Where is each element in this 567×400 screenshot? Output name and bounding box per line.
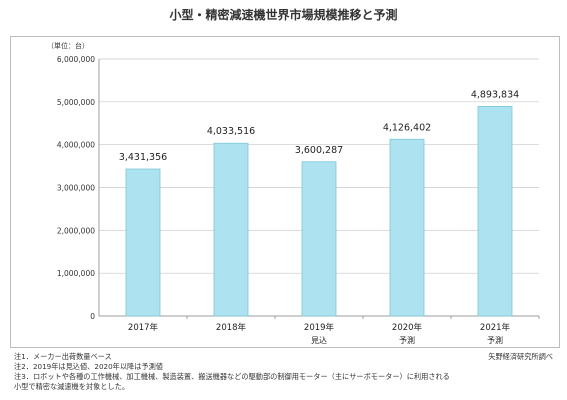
y-tick-label: 6,000,000 — [57, 55, 95, 64]
bar[interactable] — [125, 168, 161, 317]
x-sub-label: 予測 — [399, 335, 415, 345]
chart-frame: （単位：台） 0 1,000,000 2,000,000 3,000,000 4,000,… — [10, 36, 560, 348]
y-tick-label: 5,000,000 — [57, 98, 95, 107]
y-tick-label: 0 — [90, 312, 95, 321]
data-label: 4,033,516 — [207, 126, 255, 137]
notes-block: 注1．メーカー出荷数量ベース 注2．2019年は見込値、2020年以降は予測値 … — [14, 352, 559, 392]
data-label: 4,126,402 — [383, 122, 431, 133]
y-tick-label: 2,000,000 — [57, 226, 95, 235]
x-tick-label: 2018年 — [216, 322, 247, 333]
data-label: 3,431,356 — [119, 152, 167, 163]
note-1: 注1．メーカー出荷数量ベース — [14, 352, 112, 361]
unit-label: （単位：台） — [47, 41, 89, 50]
note-4: 小型で精密な減速機を対象とした。 — [14, 382, 130, 391]
bar[interactable] — [301, 161, 337, 317]
data-label: 3,600,287 — [295, 145, 343, 156]
source-credit: 矢野経済研究所調べ — [488, 352, 553, 361]
chart-title: 小型・精密減速機世界市場規模推移と予測 — [169, 8, 398, 22]
note-3: 注3．ロボットや各種の工作機械、加工機械、製造装置、搬送機器などの駆動部の制御用… — [14, 372, 450, 381]
y-tick-label: 1,000,000 — [57, 269, 95, 278]
bar-chart: （単位：台） 0 1,000,000 2,000,000 3,000,000 4,000,… — [47, 41, 540, 345]
note-2: 注2．2019年は見込値、2020年以降は予測値 — [14, 362, 163, 371]
x-tick-label: 2021年 — [480, 322, 511, 333]
data-label: 4,893,834 — [471, 89, 519, 100]
x-tick-label: 2019年 — [304, 322, 335, 333]
x-sub-label: 見込 — [311, 336, 327, 345]
x-tick-label: 2017年 — [128, 322, 159, 333]
x-sub-label: 予測 — [487, 335, 503, 345]
x-tick-label: 2020年 — [392, 322, 423, 333]
y-tick-label: 4,000,000 — [57, 141, 95, 150]
bar[interactable] — [477, 105, 513, 317]
y-tick-label: 3,000,000 — [57, 184, 95, 193]
bar[interactable] — [389, 138, 425, 317]
bar[interactable] — [213, 142, 249, 317]
